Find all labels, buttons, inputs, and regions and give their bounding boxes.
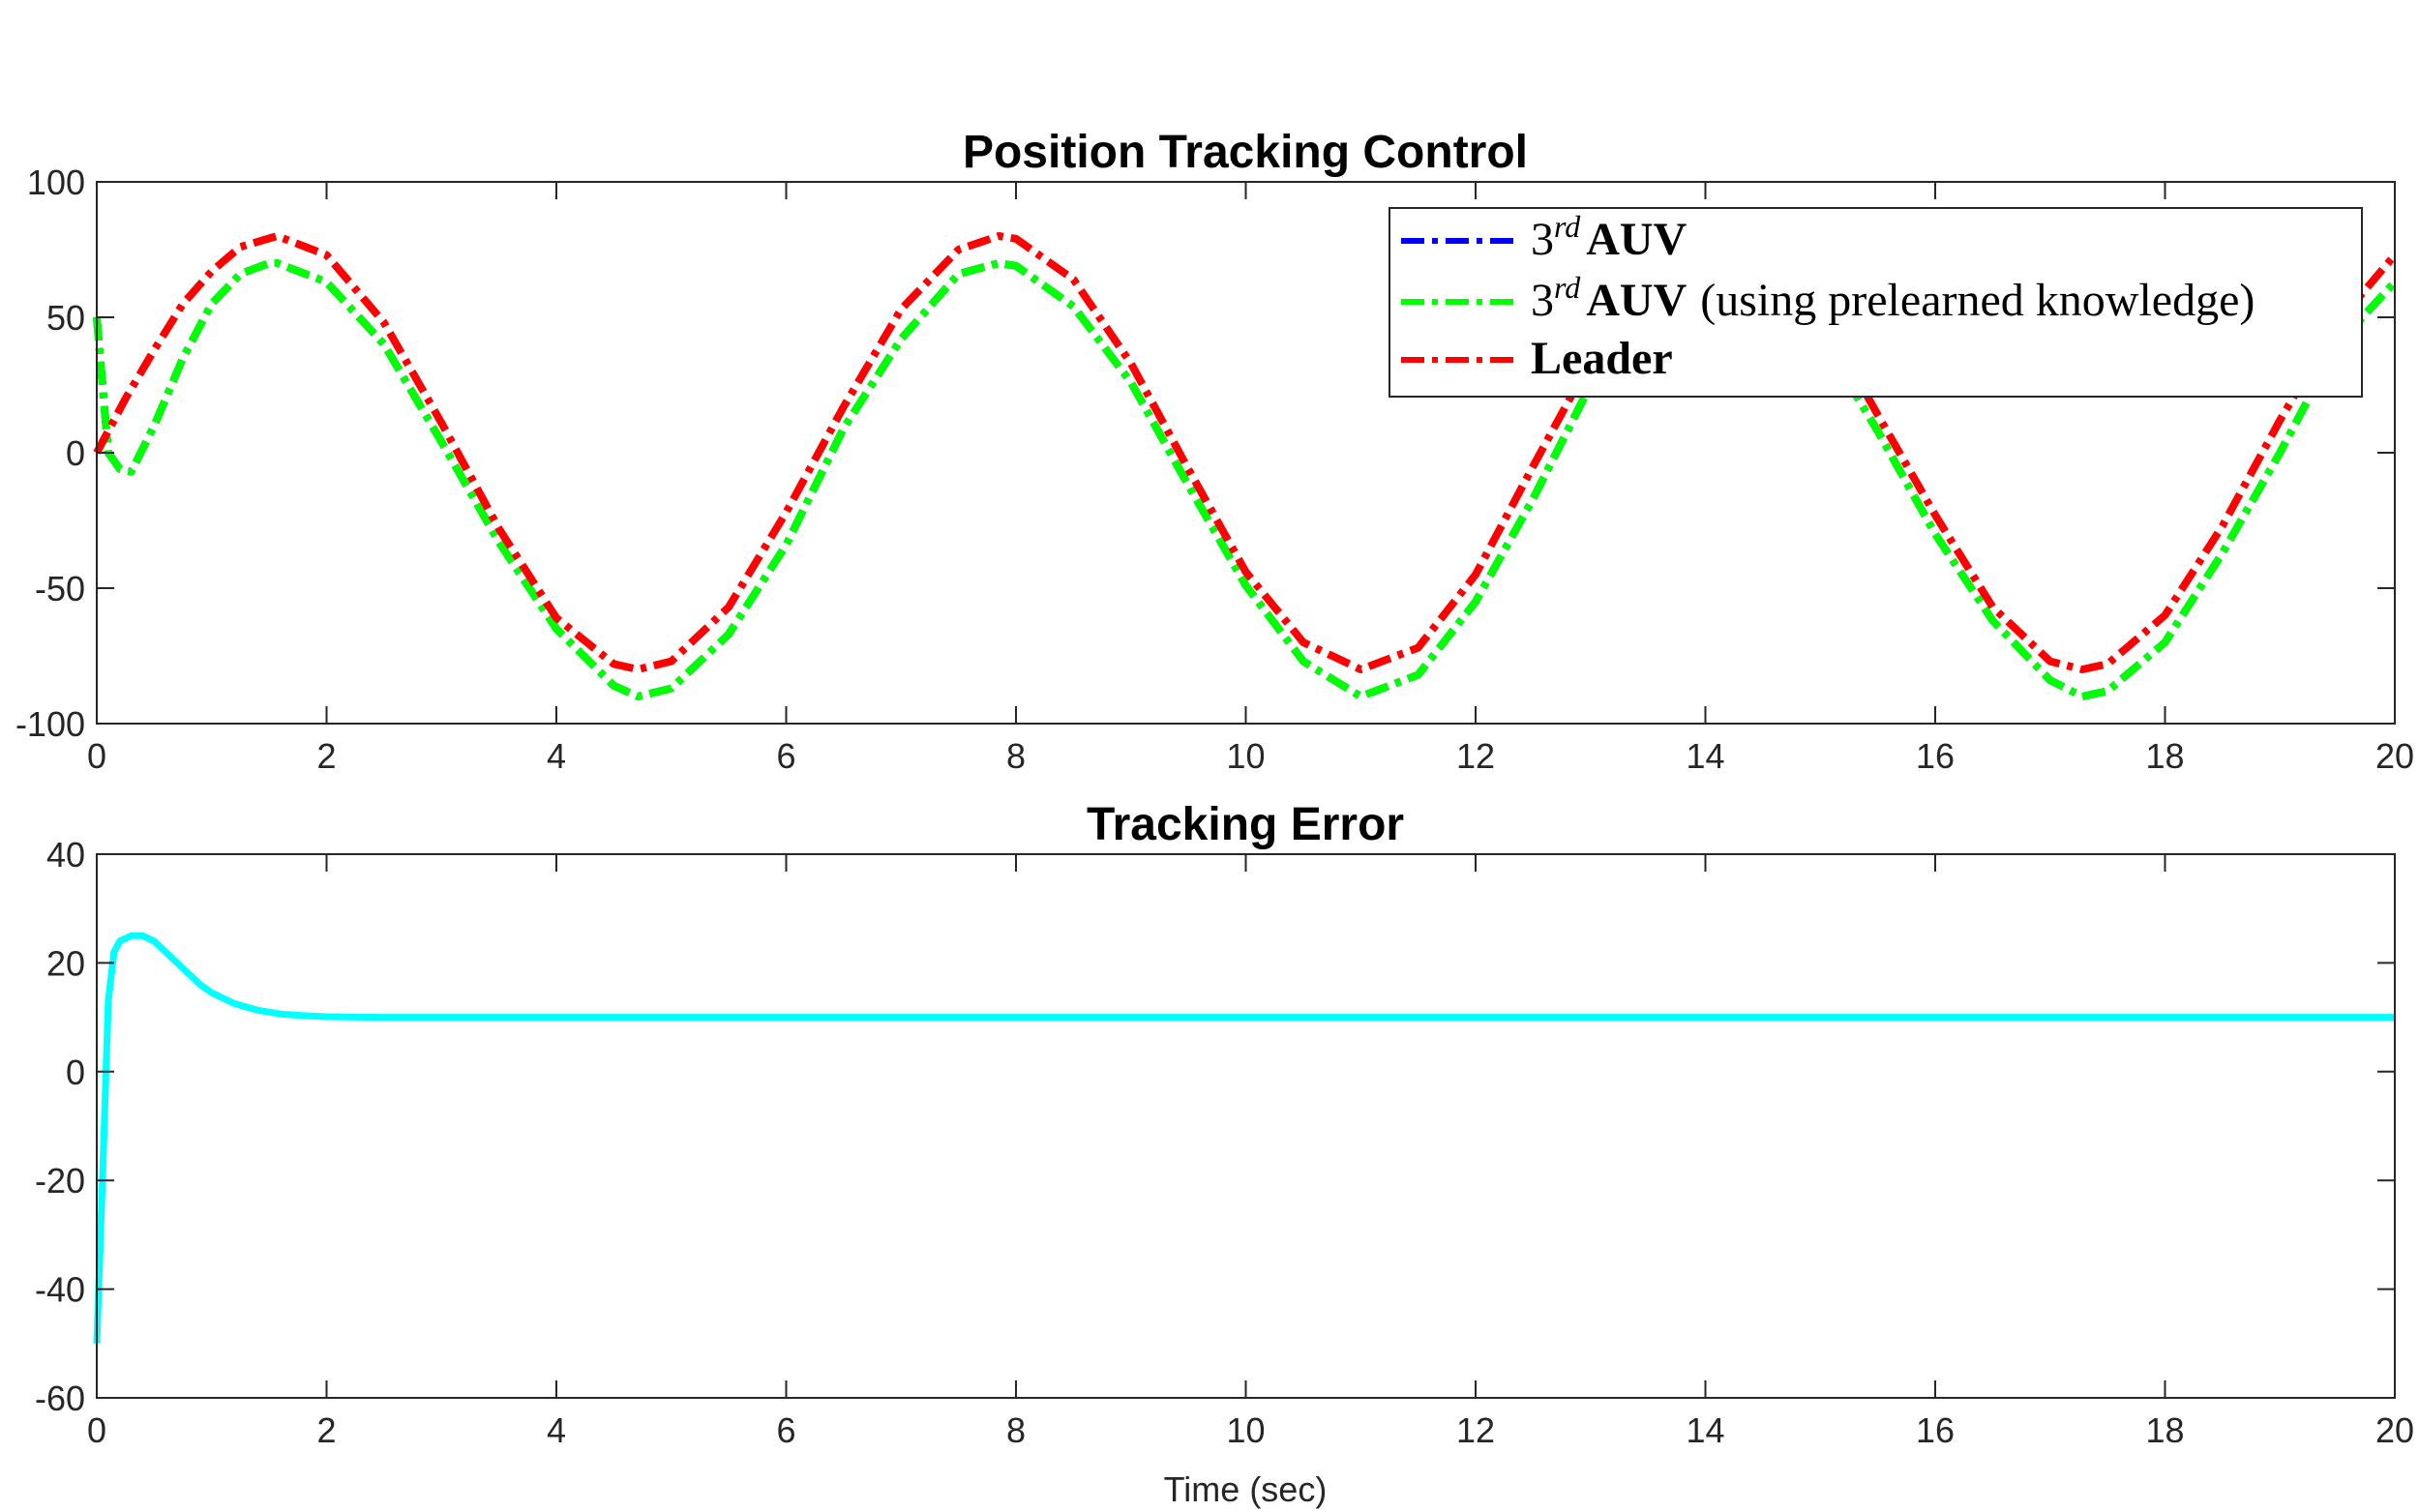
position-tracking-x-tick-label: 18 bbox=[2145, 736, 2184, 776]
tracking-error-y-tick-label: 20 bbox=[46, 943, 85, 983]
position-tracking-y-tick-label: -50 bbox=[35, 569, 85, 608]
position-tracking-title: Position Tracking Control bbox=[963, 127, 1528, 178]
legend-label-3rd-auv-prelearned-suffix: (using prelearned knowledge) bbox=[1700, 275, 2255, 326]
tracking-error-x-tick-label: 2 bbox=[316, 1410, 336, 1450]
legend-label-3rd-auv-prelearned-base: 3 bbox=[1531, 275, 1554, 326]
position-tracking-x-tick-label: 10 bbox=[1226, 736, 1265, 776]
legend-box bbox=[1389, 207, 2363, 398]
position-tracking-y-tick-label: 100 bbox=[27, 163, 85, 202]
tracking-error-x-tick-label: 6 bbox=[776, 1410, 795, 1450]
position-tracking-y-tick-label: -100 bbox=[15, 704, 85, 744]
position-tracking-x-tick-label: 8 bbox=[1006, 736, 1026, 776]
legend-label-3rd-auv: 3rd AUV bbox=[1531, 209, 1687, 265]
tracking-error-y-tick-label: -60 bbox=[35, 1379, 85, 1418]
tracking-error-x-tick-label: 10 bbox=[1226, 1410, 1265, 1450]
legend-label-3rd-auv-bold: AUV bbox=[1586, 214, 1687, 265]
tracking-error-y-tick-label: -20 bbox=[35, 1161, 85, 1201]
position-tracking-x-tick-label: 0 bbox=[87, 736, 106, 776]
legend-label-3rd-auv-prelearned: 3rd AUV (using prelearned knowledge) bbox=[1531, 270, 2255, 326]
legend-entry-3rd-auv: 3rd AUV bbox=[1401, 209, 1687, 265]
tracking-error-y-tick-label: 40 bbox=[46, 835, 85, 875]
tracking-error-series-line-1 bbox=[93, 932, 2395, 1344]
tracking-error-series-layer bbox=[93, 932, 2395, 1344]
tracking-error-x-tick-label: 12 bbox=[1456, 1410, 1495, 1450]
position-tracking-series-line-3 bbox=[93, 232, 2399, 673]
tracking-error-x-tick-label: 16 bbox=[1916, 1410, 1955, 1450]
tracking-error-x-tick-label: 0 bbox=[87, 1410, 106, 1450]
tracking-error-x-tick-label: 18 bbox=[2145, 1410, 2184, 1450]
position-tracking-series-layer bbox=[93, 232, 2399, 700]
legend-label-3rd-auv-superscript: rd bbox=[1554, 209, 1581, 244]
position-tracking-x-tick-label: 2 bbox=[316, 736, 336, 776]
tracking-error-ticks: 0 2 4 6 8 10 12 14 16 18 20 -60 -40 -20 0 20 40 bbox=[35, 835, 2414, 1450]
position-tracking-x-tick-label: 20 bbox=[2375, 736, 2414, 776]
legend-entry-leader: Leader bbox=[1401, 333, 1673, 384]
legend-label-3rd-auv-prelearned-bold: AUV bbox=[1586, 275, 1687, 326]
position-tracking-x-tick-label: 6 bbox=[776, 736, 795, 776]
tracking-error-y-tick-label: 0 bbox=[66, 1052, 85, 1092]
position-tracking-x-tick-label: 16 bbox=[1916, 736, 1955, 776]
position-tracking-y-tick-label: 50 bbox=[46, 298, 85, 338]
tracking-error-x-tick-label: 4 bbox=[547, 1410, 566, 1450]
position-tracking-y-tick-label: 0 bbox=[66, 433, 85, 473]
position-tracking-axes: Position Tracking Control 0 2 4 6 8 10 12 14 16 1… bbox=[15, 127, 2414, 776]
legend-label-3rd-auv-base: 3 bbox=[1531, 214, 1554, 265]
tracking-error-axes: Tracking Error 0 2 4 6 8 10 12 14 16 18 20 -60 -40 -2… bbox=[35, 799, 2414, 1509]
tracking-error-x-tick-label: 8 bbox=[1006, 1410, 1026, 1450]
tracking-error-x-tick-label: 14 bbox=[1686, 1410, 1724, 1450]
legend-label-3rd-auv-prelearned-superscript: rd bbox=[1554, 270, 1581, 305]
tracking-error-title: Tracking Error bbox=[1087, 799, 1404, 850]
position-tracking-ticks: 0 2 4 6 8 10 12 14 16 18 20 -100 -50 0 50 100 bbox=[15, 163, 2414, 776]
legend-label-leader: Leader bbox=[1531, 333, 1673, 384]
x-axis-label: Time (sec) bbox=[1164, 1469, 1328, 1509]
position-tracking-x-tick-label: 14 bbox=[1686, 736, 1724, 776]
legend-entry-3rd-auv-prelearned: 3rd AUV (using prelearned knowledge) bbox=[1401, 270, 2255, 326]
legend: 3rd AUV 3rd AUV (using prelearned knowledge… bbox=[1389, 207, 2363, 398]
position-tracking-x-tick-label: 12 bbox=[1456, 736, 1495, 776]
tracking-error-y-tick-label: -40 bbox=[35, 1270, 85, 1310]
position-tracking-x-tick-label: 4 bbox=[547, 736, 566, 776]
tracking-error-x-tick-label: 20 bbox=[2375, 1410, 2414, 1450]
